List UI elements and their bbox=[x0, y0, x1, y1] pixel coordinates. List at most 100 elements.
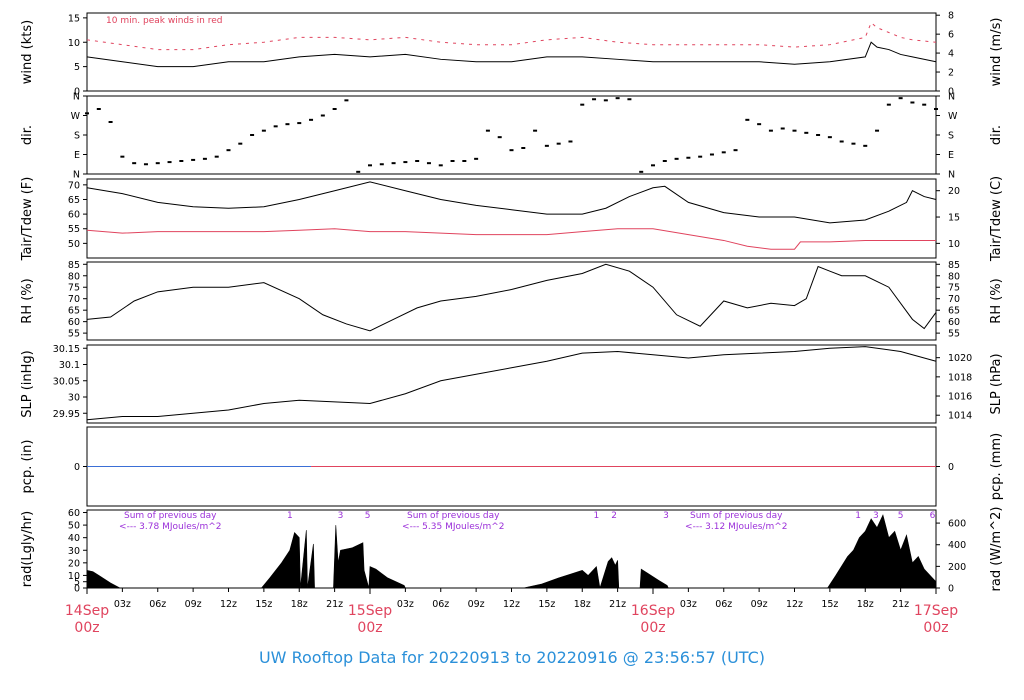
panel-frame bbox=[86, 344, 937, 424]
data-point bbox=[816, 134, 821, 136]
daily-sum-note: Sum of previous day bbox=[690, 511, 783, 521]
left-tick-label: 20 bbox=[68, 558, 80, 569]
right-tick-label: 0 bbox=[948, 87, 954, 98]
hour-mark: 3 bbox=[873, 511, 879, 521]
data-point bbox=[379, 163, 384, 166]
x-tick-label: 12z bbox=[503, 599, 520, 610]
hour-mark: 3 bbox=[663, 511, 669, 521]
data-point bbox=[497, 136, 502, 139]
left-tick-label: N bbox=[73, 170, 80, 181]
data-point bbox=[521, 147, 526, 149]
x-tick-label: 06z bbox=[432, 599, 449, 610]
hour-mark: 1 bbox=[594, 511, 600, 521]
right-tick-label: 6 bbox=[948, 30, 954, 41]
data-point bbox=[179, 160, 184, 162]
x-tick-label: 12z bbox=[786, 599, 803, 610]
day-label: 17Sep bbox=[914, 603, 958, 619]
data-point bbox=[450, 160, 455, 162]
right-tick-label: 55 bbox=[948, 329, 960, 340]
left-tick-label: 75 bbox=[68, 283, 80, 294]
panel-frame bbox=[86, 95, 937, 175]
data-point bbox=[780, 127, 785, 130]
right-tick-label: 65 bbox=[948, 306, 960, 317]
footer-title: UW Rooftop Data for 20220913 to 20220916… bbox=[258, 648, 766, 667]
day-hour-label: 00z bbox=[74, 620, 99, 636]
data-point bbox=[391, 162, 396, 165]
y-axis-label-left: rad(Lgly/hr) bbox=[20, 511, 35, 587]
left-tick-label: 0 bbox=[74, 87, 80, 98]
right-tick-label: 2 bbox=[948, 68, 954, 79]
data-point bbox=[403, 161, 408, 164]
left-tick-label: 30.05 bbox=[53, 376, 80, 387]
left-tick-label: N bbox=[73, 92, 80, 103]
data-point bbox=[415, 160, 420, 162]
panel-frame bbox=[86, 178, 937, 259]
data-point bbox=[120, 155, 125, 158]
left-tick-label: 10 bbox=[68, 38, 80, 49]
day-hour-label: 00z bbox=[357, 620, 382, 636]
x-tick-label: 03z bbox=[397, 599, 414, 610]
left-tick-label: E bbox=[74, 150, 80, 161]
hour-mark: 2 bbox=[611, 511, 617, 521]
data-point bbox=[191, 158, 196, 161]
panel-frame bbox=[86, 261, 937, 341]
x-tick-label: 15z bbox=[821, 599, 838, 610]
y-axis-label-right: RH (%) bbox=[989, 278, 1004, 323]
right-tick-label: E bbox=[948, 150, 954, 161]
day-hour-label: 00z bbox=[640, 620, 665, 636]
right-tick-label: N bbox=[948, 170, 955, 181]
right-tick-label: N bbox=[948, 92, 955, 103]
data-point bbox=[273, 125, 278, 128]
data-point bbox=[592, 98, 597, 101]
left-tick-label: 65 bbox=[68, 195, 80, 206]
series-line-main bbox=[86, 346, 937, 421]
right-tick-label: 70 bbox=[948, 294, 960, 305]
data-point bbox=[733, 149, 738, 152]
left-tick-label: 70 bbox=[68, 294, 80, 305]
y-axis-label-right: wind (m/s) bbox=[989, 18, 1004, 87]
data-point bbox=[202, 157, 207, 160]
daily-sum-value: <--- 3.12 MJoules/m^2 bbox=[685, 522, 787, 532]
data-point bbox=[143, 163, 148, 166]
x-tick-label: 03z bbox=[114, 599, 131, 610]
left-tick-label: 10 bbox=[68, 571, 80, 582]
data-point bbox=[509, 149, 514, 152]
left-tick-label: 55 bbox=[68, 329, 80, 340]
data-point bbox=[462, 160, 467, 162]
data-point bbox=[250, 134, 255, 136]
data-point bbox=[898, 97, 903, 100]
left-tick-label: 40 bbox=[68, 533, 80, 544]
data-point bbox=[167, 161, 172, 164]
data-point bbox=[285, 123, 290, 126]
hour-mark: 5 bbox=[365, 511, 371, 521]
data-point bbox=[757, 123, 762, 126]
right-tick-label: 20 bbox=[948, 186, 960, 197]
right-tick-label: 0 bbox=[948, 584, 954, 595]
left-tick-label: 30.15 bbox=[53, 344, 80, 355]
data-point bbox=[910, 101, 915, 104]
left-tick-label: 85 bbox=[68, 260, 80, 271]
left-tick-label: 0 bbox=[74, 462, 80, 473]
hour-mark: 5 bbox=[898, 511, 904, 521]
x-tick-label: 09z bbox=[468, 599, 485, 610]
y-axis-label-left: dir. bbox=[20, 125, 35, 145]
hour-mark: 3 bbox=[338, 511, 344, 521]
data-point bbox=[698, 155, 703, 158]
left-tick-label: 29.95 bbox=[53, 409, 80, 420]
right-tick-label: 200 bbox=[948, 562, 966, 573]
data-point bbox=[297, 122, 302, 125]
daily-sum-value: <--- 5.35 MJoules/m^2 bbox=[402, 522, 504, 532]
y-axis-label-left: SLP (inHg) bbox=[20, 350, 35, 418]
y-axis-label-left: RH (%) bbox=[20, 278, 35, 323]
right-tick-label: 400 bbox=[948, 540, 966, 551]
series-line-mean bbox=[86, 41, 937, 68]
data-point bbox=[226, 149, 231, 152]
right-tick-label: 4 bbox=[948, 49, 954, 60]
x-tick-label: 21z bbox=[326, 599, 343, 610]
data-point bbox=[603, 99, 608, 102]
day-label: 16Sep bbox=[631, 603, 675, 619]
right-tick-label: 600 bbox=[948, 519, 966, 530]
x-tick-label: 09z bbox=[185, 599, 202, 610]
